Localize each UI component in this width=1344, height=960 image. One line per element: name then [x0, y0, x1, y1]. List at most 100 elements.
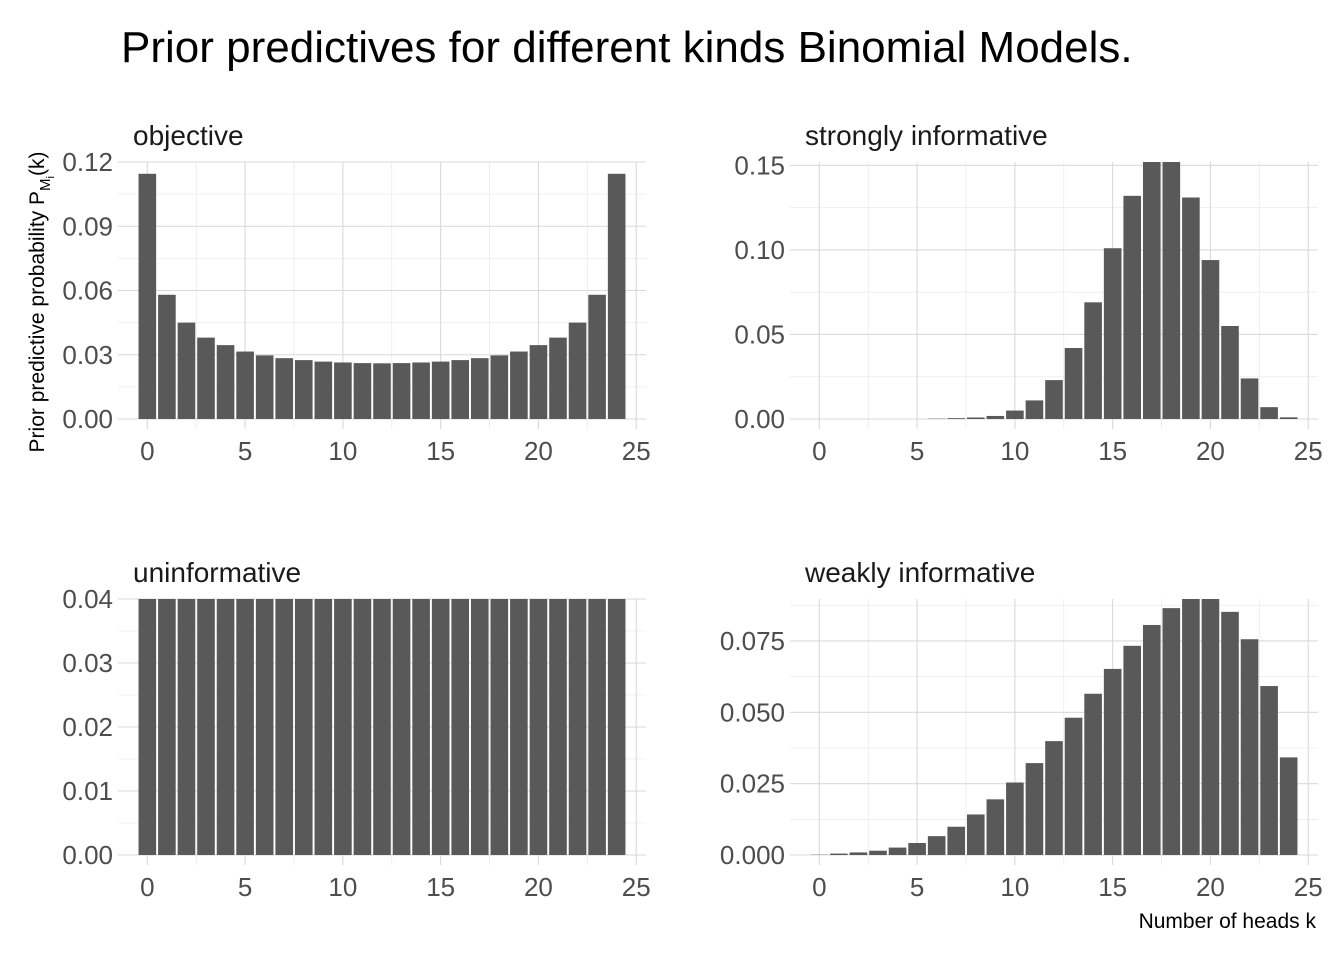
- y-tick-label: 0.05: [734, 319, 785, 349]
- bar: [830, 853, 848, 855]
- bar: [1182, 599, 1200, 855]
- bar: [529, 345, 548, 419]
- bar: [1182, 197, 1200, 419]
- y-tick-label: 0.09: [62, 211, 113, 241]
- bar: [1045, 741, 1063, 855]
- x-tick-label: 5: [238, 436, 252, 466]
- bar: [216, 345, 235, 419]
- x-tick-label: 5: [238, 872, 252, 902]
- x-tick-label: 0: [140, 436, 154, 466]
- bar: [216, 599, 235, 855]
- bar: [353, 363, 372, 419]
- x-tick-label: 25: [1294, 436, 1323, 466]
- bar: [986, 415, 1005, 419]
- bar: [1064, 347, 1083, 419]
- y-tick-label: 0.075: [720, 626, 785, 656]
- panel-uninformative: 0 5 10 15 20 25 0.00 0.01 0.02 0.03 0.04 uninformat…: [62, 557, 650, 902]
- x-tick-label: 15: [426, 872, 455, 902]
- bar: [588, 294, 606, 419]
- bar: [1240, 639, 1259, 855]
- bar: [869, 850, 887, 855]
- bar: [334, 599, 352, 855]
- facet-title: weakly informative: [804, 557, 1035, 588]
- x-tick-label: 10: [1000, 872, 1029, 902]
- bar: [490, 355, 509, 419]
- x-tick-label: 25: [622, 872, 651, 902]
- y-tick-label: 0.000: [720, 840, 785, 870]
- y-tick-label: 0.050: [720, 697, 785, 727]
- bar: [1142, 624, 1161, 855]
- facet-title: strongly informative: [805, 120, 1048, 151]
- bar: [451, 599, 470, 855]
- bar: [392, 599, 411, 855]
- bar: [1006, 782, 1024, 855]
- bar: [236, 599, 254, 855]
- bar: [1279, 417, 1298, 419]
- x-axis-title: Number of heads k: [1139, 910, 1317, 933]
- y-tick-label: 0.12: [62, 147, 113, 177]
- bar: [138, 173, 157, 419]
- x-tick-label: 15: [426, 436, 455, 466]
- bar: [1142, 162, 1161, 419]
- bar: [607, 599, 626, 855]
- x-tick-label: 15: [1098, 436, 1127, 466]
- bar: [1064, 717, 1083, 855]
- bar: [392, 363, 411, 419]
- bar: [490, 599, 509, 855]
- y-tick-label: 0.03: [62, 340, 113, 370]
- bar: [431, 361, 450, 419]
- x-tick-label: 25: [622, 436, 651, 466]
- bar: [412, 362, 430, 419]
- bar: [947, 826, 966, 855]
- bar: [966, 417, 985, 419]
- bar: [138, 599, 157, 855]
- bar: [1025, 400, 1044, 419]
- bar: [177, 322, 196, 419]
- bar: [1084, 302, 1102, 419]
- bar: [607, 173, 626, 419]
- bar: [1084, 693, 1102, 855]
- x-tick-label: 20: [524, 436, 553, 466]
- chart-title: Prior predictives for different kinds Bi…: [121, 23, 1133, 72]
- bar: [236, 351, 254, 419]
- bar: [1279, 757, 1298, 855]
- panel-weakly-informative: 0 5 10 15 20 25 0.000 0.025 0.050 0.075 weakly inf…: [720, 557, 1323, 902]
- y-tick-label: 0.06: [62, 276, 113, 306]
- bar: [1221, 326, 1239, 419]
- bar: [529, 599, 548, 855]
- bar: [849, 852, 868, 855]
- bar: [373, 599, 391, 855]
- bar: [1103, 668, 1122, 855]
- bar: [908, 843, 926, 855]
- bar: [158, 599, 176, 855]
- bar: [255, 355, 274, 419]
- bar: [470, 358, 489, 419]
- y-tick-label: 0.00: [734, 404, 785, 434]
- bar: [1260, 686, 1278, 855]
- bar: [470, 599, 489, 855]
- bar: [1103, 248, 1122, 419]
- x-tick-label: 15: [1098, 872, 1127, 902]
- bar: [197, 337, 215, 419]
- y-tick-label: 0.00: [62, 840, 113, 870]
- bar: [197, 599, 215, 855]
- x-tick-label: 10: [328, 436, 357, 466]
- x-tick-label: 10: [1000, 436, 1029, 466]
- x-tick-label: 20: [1196, 436, 1225, 466]
- bar: [549, 337, 567, 419]
- y-tick-label: 0.10: [734, 235, 785, 265]
- bar: [314, 361, 333, 419]
- x-tick-label: 0: [812, 436, 826, 466]
- bar: [888, 847, 907, 855]
- bar: [158, 294, 176, 419]
- bar: [549, 599, 567, 855]
- bar: [1221, 611, 1239, 855]
- bar: [1201, 260, 1220, 419]
- bar: [275, 599, 294, 855]
- bar: [353, 599, 372, 855]
- bar: [314, 599, 333, 855]
- bar: [1025, 763, 1044, 855]
- facet-title: uninformative: [133, 557, 301, 588]
- bar: [1162, 162, 1181, 419]
- bar: [431, 599, 450, 855]
